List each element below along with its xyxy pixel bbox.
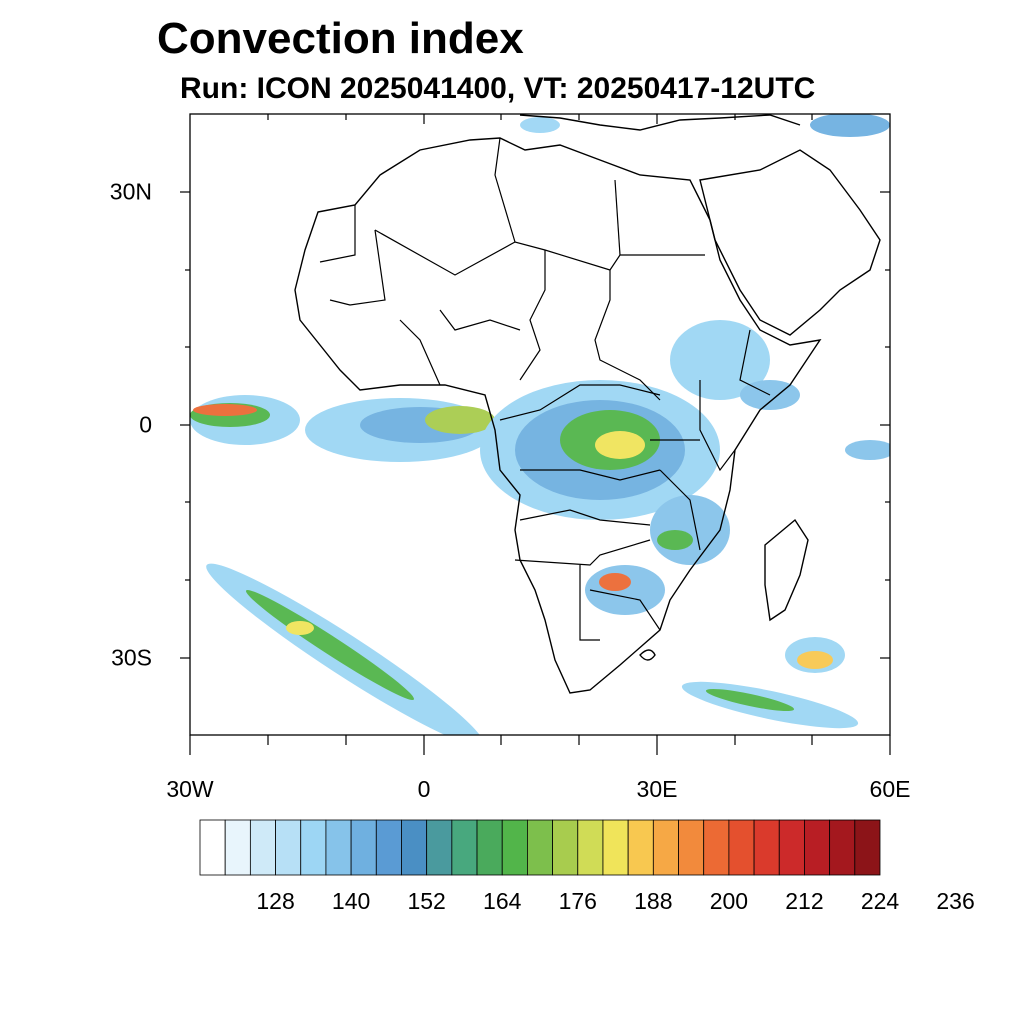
colorbar-swatch	[753, 819, 780, 876]
colorbar-swatch	[728, 819, 755, 876]
colorbar-swatch	[426, 819, 453, 876]
colorbar-swatch	[854, 819, 881, 876]
chart-subtitle: Run: ICON 2025041400, VT: 20250417-12UTC	[180, 72, 816, 105]
colorbar-swatch	[249, 819, 276, 876]
colorbar-swatch	[804, 819, 831, 876]
colorbar-tick-label: 164	[483, 888, 522, 914]
lon-label-0: 0	[417, 776, 431, 802]
lat-label-30n: 30N	[109, 178, 152, 205]
colorbar-swatch	[224, 819, 251, 876]
colorbar-swatch	[703, 819, 730, 876]
lon-label-30e: 30E	[636, 776, 678, 802]
country-borders	[319, 137, 771, 641]
colorbar-swatch	[375, 819, 402, 876]
lon-label-30w: 30W	[166, 776, 214, 802]
chart-title: Convection index	[157, 14, 524, 63]
colorbar-tick-label: 188	[634, 888, 673, 914]
lon-label-60e: 60E	[869, 776, 911, 802]
colorbar-swatch	[300, 819, 327, 876]
colorbar-tick-label: 152	[407, 888, 446, 914]
colorbar-tick-label: 176	[558, 888, 597, 914]
colorbar-tick-label: 128	[256, 888, 295, 914]
lat-label-30s: 30S	[111, 644, 152, 671]
colorbar-swatch	[829, 819, 856, 876]
colorbar-swatch	[275, 819, 302, 876]
convection-field	[190, 114, 890, 735]
colorbar-swatch	[451, 819, 478, 876]
colorbar-swatch	[350, 819, 377, 876]
colorbar-swatch	[199, 819, 226, 876]
colorbar-swatch	[501, 819, 528, 876]
colorbar-swatch	[325, 819, 352, 876]
colorbar-tick-label: 200	[709, 888, 749, 914]
colorbar-swatch	[778, 819, 805, 876]
map-area	[190, 114, 890, 735]
colorbar-swatch	[552, 819, 579, 876]
colorbar-swatch	[476, 819, 503, 876]
colorbar-tick-label: 212	[785, 888, 824, 914]
colorbar-tick-label: 140	[331, 888, 371, 914]
axis-ticks	[180, 114, 891, 755]
colorbar-swatch	[577, 819, 604, 876]
coastlines	[294, 114, 881, 694]
colorbar-swatch	[678, 819, 705, 876]
lat-label-eq: 0	[139, 411, 152, 438]
colorbar-tick-label: 224	[860, 888, 900, 914]
colorbar-swatch	[627, 819, 654, 876]
colorbar-swatch	[652, 819, 679, 876]
colorbar-swatch	[602, 819, 629, 876]
colorbar-swatch	[401, 819, 428, 876]
colorbar-swatch	[527, 819, 553, 876]
colorbar	[199, 819, 881, 876]
colorbar-tick-label: 236	[936, 888, 975, 914]
